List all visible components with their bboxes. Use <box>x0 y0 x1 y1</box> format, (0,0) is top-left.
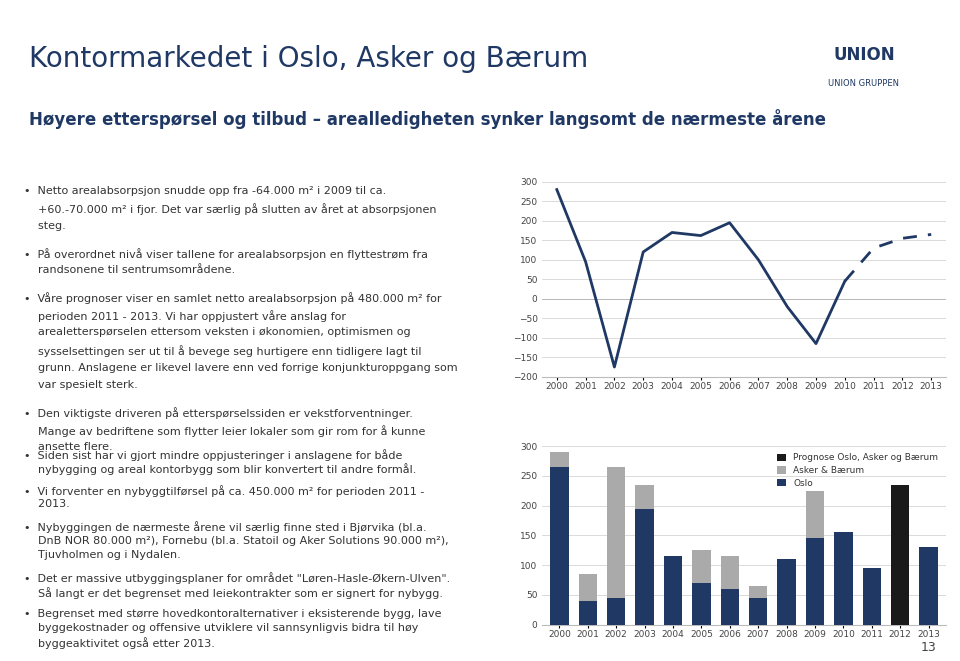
Text: +60.-70.000 m² i fjor. Det var særlig på slutten av året at absorpsjonen: +60.-70.000 m² i fjor. Det var særlig på… <box>24 203 437 215</box>
Bar <box>579 574 597 601</box>
Text: Så langt er det begrenset med leiekontrakter som er signert for nybygg.: Så langt er det begrenset med leiekontra… <box>24 587 444 599</box>
Text: Ferdigstillelse av kontorbygg i 1.000 m² per år: Ferdigstillelse av kontorbygg i 1.000 m²… <box>520 420 795 434</box>
Text: byggeaktivitet også etter 2013.: byggeaktivitet også etter 2013. <box>24 637 215 649</box>
Text: Mange av bedriftene som flytter leier lokaler som gir rom for å kunne: Mange av bedriftene som flytter leier lo… <box>24 425 425 437</box>
Text: arealetterspørselen ettersom veksten i økonomien, optimismen og: arealetterspørselen ettersom veksten i ø… <box>24 327 411 338</box>
Bar <box>805 490 825 538</box>
Text: Etterspørselen har snudd opp og inn mot sentrum: Etterspørselen har snudd opp og inn mot … <box>27 156 340 169</box>
Bar <box>891 485 909 625</box>
Text: steg.: steg. <box>24 221 66 231</box>
Bar <box>749 586 767 598</box>
Text: •  Siden sist har vi gjort mindre oppjusteringer i anslagene for både: • Siden sist har vi gjort mindre oppjust… <box>24 449 402 461</box>
Text: •  Våre prognoser viser en samlet netto arealabsorpsjon på 480.000 m² for: • Våre prognoser viser en samlet netto a… <box>24 292 442 304</box>
Bar <box>636 485 654 509</box>
Text: Tjuvholmen og i Nydalen.: Tjuvholmen og i Nydalen. <box>24 550 180 561</box>
Text: Høyere etterspørsel og tilbud – arealledigheten synker langsomt de nærmeste åren: Høyere etterspørsel og tilbud – arealled… <box>29 109 826 129</box>
Text: •  På overordnet nivå viser tallene for arealabsorpsjon en flyttestrøm fra: • På overordnet nivå viser tallene for a… <box>24 248 428 260</box>
Text: •  Begrenset med større hovedkontoralternativer i eksisterende bygg, lave: • Begrenset med større hovedkontoraltern… <box>24 609 442 619</box>
Text: nybygging og areal kontorbygg som blir konvertert til andre formål.: nybygging og areal kontorbygg som blir k… <box>24 463 417 475</box>
Bar <box>636 509 654 625</box>
Text: •  Nybyggingen de nærmeste årene vil særlig finne sted i Bjørvika (bl.a.: • Nybyggingen de nærmeste årene vil særl… <box>24 522 426 533</box>
Bar <box>721 589 739 625</box>
Legend: Prognose Oslo, Asker og Bærum, Asker & Bærum, Oslo: Prognose Oslo, Asker og Bærum, Asker & B… <box>775 451 941 490</box>
Text: Beregnet netto arealabsorpsjon i 1.000 m² per år: Beregnet netto arealabsorpsjon i 1.000 m… <box>520 155 811 170</box>
Bar <box>805 538 825 625</box>
Bar <box>778 559 796 625</box>
Text: grunn. Anslagene er likevel lavere enn ved forrige konjunkturoppgang som: grunn. Anslagene er likevel lavere enn v… <box>24 363 458 373</box>
Bar <box>920 547 938 625</box>
Bar <box>692 583 710 625</box>
Text: •  Vi forventer en nybyggtilførsel på ca. 450.000 m² for perioden 2011 -: • Vi forventer en nybyggtilførsel på ca.… <box>24 485 424 497</box>
Bar <box>692 550 710 583</box>
Text: perioden 2011 - 2013. Vi har oppjustert våre anslag for: perioden 2011 - 2013. Vi har oppjustert … <box>24 310 346 322</box>
Text: var spesielt sterk.: var spesielt sterk. <box>24 380 138 390</box>
Text: DnB NOR 80.000 m²), Fornebu (bl.a. Statoil og Aker Solutions 90.000 m²),: DnB NOR 80.000 m²), Fornebu (bl.a. Stato… <box>24 536 448 546</box>
Bar <box>721 556 739 589</box>
Text: 2013.: 2013. <box>24 500 70 510</box>
Bar <box>579 601 597 625</box>
Bar <box>663 556 683 625</box>
Text: randsonene til sentrumsområdene.: randsonene til sentrumsområdene. <box>24 265 235 275</box>
Text: UNION: UNION <box>833 46 895 64</box>
Text: •  Den viktigste driveren på etterspørselssiden er vekstforventninger.: • Den viktigste driveren på etterspørsel… <box>24 407 413 419</box>
Bar <box>550 467 568 625</box>
Text: Kontormarkedet i Oslo, Asker og Bærum: Kontormarkedet i Oslo, Asker og Bærum <box>29 46 588 73</box>
Bar <box>607 467 626 598</box>
Text: Klart høyere nybyggtilførsel enn ved forrige oppgang: Klart høyere nybyggtilførsel enn ved for… <box>27 420 402 434</box>
Text: UNION GRUPPEN: UNION GRUPPEN <box>828 79 900 89</box>
Text: •  Det er massive utbyggingsplaner for området "Løren-Hasle-Økern-Ulven".: • Det er massive utbyggingsplaner for om… <box>24 572 450 584</box>
Bar <box>834 533 852 625</box>
Bar <box>607 598 626 625</box>
Bar <box>749 598 767 625</box>
Text: 13: 13 <box>921 641 936 654</box>
Bar <box>862 568 881 625</box>
Bar <box>550 452 568 467</box>
Text: •  Netto arealabsorpsjon snudde opp fra -64.000 m² i 2009 til ca.: • Netto arealabsorpsjon snudde opp fra -… <box>24 186 386 196</box>
Text: sysselsettingen ser ut til å bevege seg hurtigere enn tidligere lagt til: sysselsettingen ser ut til å bevege seg … <box>24 345 421 357</box>
Text: ansette flere.: ansette flere. <box>24 442 112 453</box>
Text: byggekostnader og offensive utviklere vil sannsynligvis bidra til høy: byggekostnader og offensive utviklere vi… <box>24 623 419 633</box>
